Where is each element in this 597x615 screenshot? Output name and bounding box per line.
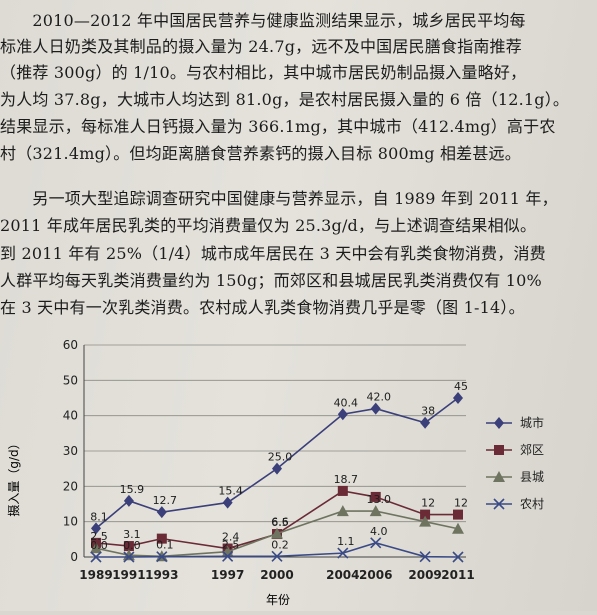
data-point <box>370 491 381 502</box>
data-point <box>419 551 431 563</box>
chart-data-labels: 8.1 15.9 12.7 15.4 25.0 40.4 42.0 38 45 3.1 2.4 6.5… <box>90 380 468 552</box>
data-point <box>419 515 432 527</box>
data-point <box>452 551 464 563</box>
y-axis-label: 摄入量（g/d） <box>6 437 21 516</box>
data-point <box>156 533 167 544</box>
y-tick-label: 0 <box>70 550 78 564</box>
data-label: 0.1 <box>156 539 174 552</box>
data-label: 42.0 <box>366 391 391 404</box>
chart-series <box>90 392 464 563</box>
legend-label: 县城 <box>520 470 544 484</box>
data-point <box>222 550 234 562</box>
data-point <box>91 522 101 535</box>
data-point <box>453 392 463 404</box>
legend-marker <box>493 498 505 510</box>
legend-marker <box>494 417 504 429</box>
paragraph-1-line-4: 为人均 37.8g，大城市人均达到 81.0g，是农村居民摄入量的 6 倍（12… <box>0 90 570 109</box>
data-label: 45 <box>454 380 468 393</box>
legend-marker <box>494 445 504 455</box>
data-label: 18.7 <box>334 473 359 486</box>
data-point <box>156 506 167 519</box>
data-label: 15.4 <box>218 485 243 498</box>
x-tick-label: 2009 <box>408 568 441 582</box>
x-tick-label: 2004 <box>326 568 359 582</box>
data-label: 2.4 <box>222 531 240 544</box>
data-point <box>156 551 168 563</box>
data-label: 13.0 <box>366 493 391 506</box>
data-label: 6.6 <box>271 516 289 529</box>
data-label: 38 <box>421 405 435 418</box>
y-tick-label: 30 <box>63 444 78 458</box>
paragraph-1-line-6: 村（321.4mg）。但均距离膳食营养素钙的摄入目标 800mg 相差甚远。 <box>0 144 521 163</box>
data-point <box>123 494 134 507</box>
legend-marker <box>493 471 505 482</box>
paragraph-2-line-5: 在 3 天中有一次乳类消费。农村成人乳类食物消费几乎是零（图 1-14）。 <box>0 298 525 317</box>
data-label: 4.0 <box>370 525 388 538</box>
data-label: 0.0 <box>123 539 141 552</box>
x-tick-label: 2000 <box>260 568 293 582</box>
data-label: 8.1 <box>90 510 108 523</box>
x-tick-label: 2011 <box>441 568 474 582</box>
y-tick-label: 10 <box>63 515 78 529</box>
data-point <box>420 509 431 520</box>
data-label: 2.5 <box>222 538 240 551</box>
x-tick-label: 2006 <box>359 568 392 582</box>
data-point <box>222 496 233 509</box>
data-label: 1.1 <box>337 535 355 548</box>
legend-label: 农村 <box>520 497 544 511</box>
data-label: 6.5 <box>271 516 289 529</box>
y-tick-label: 50 <box>63 373 78 387</box>
paragraph-2-line-4: 人群平均每天乳类消费量约为 150g；而郊区和县城居民乳类消费仅有 10% <box>0 271 542 290</box>
data-point <box>370 402 381 415</box>
legend-label: 城市 <box>520 415 544 430</box>
data-label: 12 <box>454 497 468 510</box>
paragraph-2-line-2: 2011 年成年居民乳类的平均消费量仅为 25.3g/d，与上述调查结果相似。 <box>0 216 537 235</box>
x-tick-label: 1993 <box>145 568 178 582</box>
data-label: 2.5 <box>90 530 108 543</box>
data-point <box>90 551 102 563</box>
data-point <box>271 527 283 539</box>
data-label: 25.0 <box>268 451 293 464</box>
data-point <box>337 408 348 421</box>
data-label: 12 <box>421 497 435 510</box>
data-label: 40.4 <box>334 396 359 409</box>
data-label: 15.9 <box>120 483 145 496</box>
paragraph-1-line-3: （推荐 300g）的 1/10。与农村相比，其中城市居民奶制品摄入量略好， <box>0 63 527 82</box>
y-tick-label: 20 <box>63 479 78 493</box>
data-point <box>337 547 349 559</box>
x-axis-label: 年份 <box>266 593 290 607</box>
data-point <box>337 485 348 496</box>
paragraph-1-line-5: 结果显示，每标准人日钙摄入量为 366.1mg，其中城市（412.4mg）高于农 <box>0 117 556 136</box>
data-point <box>272 462 282 475</box>
intake-line-chart: 0 10 20 30 40 50 60 1989 1991 1993 1997 2000 2004 200… <box>0 335 597 611</box>
y-tick-label: 60 <box>63 338 78 352</box>
paragraph-1-line-1: 2010—2012 年中国居民营养与健康监测结果显示，城乡居民平均每 <box>0 11 526 30</box>
data-label: 12.7 <box>153 494 178 507</box>
data-point <box>370 537 382 549</box>
data-point <box>420 416 431 429</box>
x-tick-label: 1989 <box>79 568 112 582</box>
legend-label: 郊区 <box>520 443 544 457</box>
data-label: 0.0 <box>90 539 108 552</box>
x-tick-label: 1991 <box>112 568 145 582</box>
y-tick-label: 40 <box>63 409 78 423</box>
data-label: 0.2 <box>271 538 289 551</box>
data-point <box>336 505 349 517</box>
x-tick-label: 1997 <box>211 568 244 582</box>
data-point <box>452 522 464 534</box>
data-point <box>90 542 102 554</box>
paragraph-2-line-3: 到 2011 年有 25%（1/4）城市成年居民在 3 天中会有乳类食物消费，消… <box>0 244 546 263</box>
data-point <box>271 550 283 562</box>
data-label: 3.1 <box>123 528 141 541</box>
paragraph-1-line-2: 标准人日奶类及其制品的摄入量为 24.7g，远不及中国居民膳食指南推荐 <box>0 37 522 56</box>
data-point <box>453 509 463 520</box>
paragraph-2-line-1: 另一项大型追踪调查研究中国健康与营养显示，自 1989 年到 2011 年， <box>0 189 558 208</box>
data-point <box>123 541 134 552</box>
data-point <box>123 551 135 563</box>
data-point <box>369 505 382 517</box>
